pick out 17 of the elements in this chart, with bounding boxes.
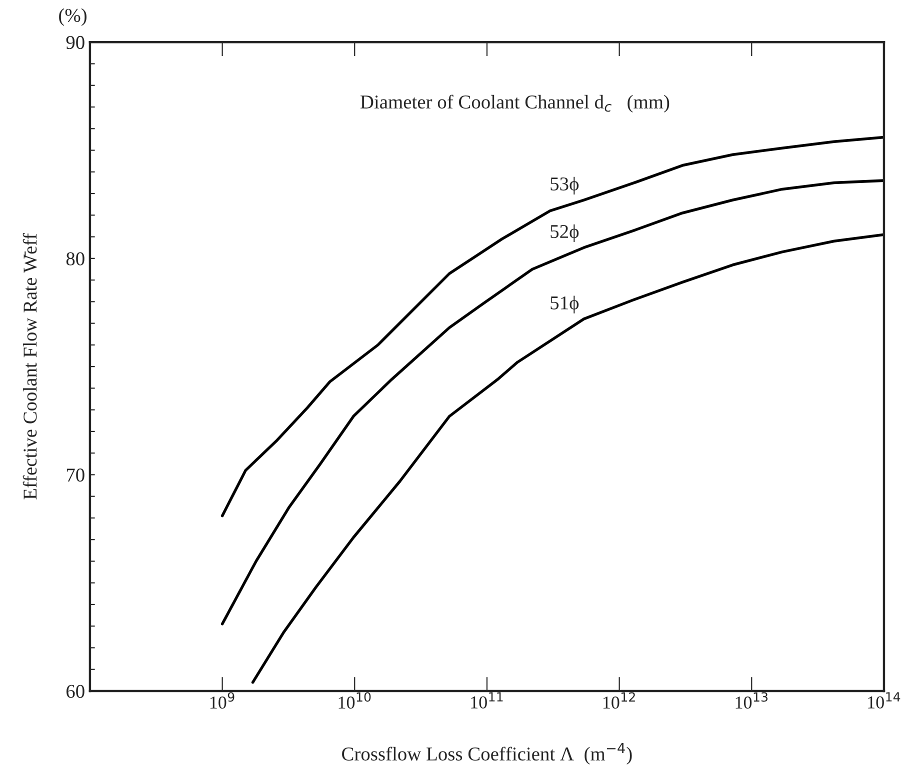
text: (%) xyxy=(59,8,86,26)
y-axis-title: Effective Coolant Flow Rate W̄eff xyxy=(22,233,37,500)
x-tick-label: 10$^{11}$ xyxy=(471,692,503,709)
series-label: 52ϕ xyxy=(550,224,579,242)
x-tick-label: 10$^{14}$ xyxy=(868,692,900,709)
annotation: Diameter of Coolant Channel d$_{c}$ (mm) xyxy=(360,94,670,113)
y-tick-label: 90 xyxy=(66,36,84,50)
x-tick-label: 10$^{13}$ xyxy=(736,692,768,709)
y-tick-label: 70 xyxy=(66,468,84,482)
series-label: 53ϕ xyxy=(550,176,579,194)
x-tick-label: 10$^{10}$ xyxy=(338,692,371,709)
x-axis-title: Crossflow Loss Coefficient Λ (m$^{−4}$) xyxy=(342,743,632,765)
series-label: 51ϕ xyxy=(550,296,579,314)
y-tick-label: 60 xyxy=(66,684,84,698)
x-tick-label: 10$^{9}$ xyxy=(210,692,234,709)
y-tick-label: 80 xyxy=(66,252,84,266)
x-tick-label: 10$^{12}$ xyxy=(603,692,635,709)
